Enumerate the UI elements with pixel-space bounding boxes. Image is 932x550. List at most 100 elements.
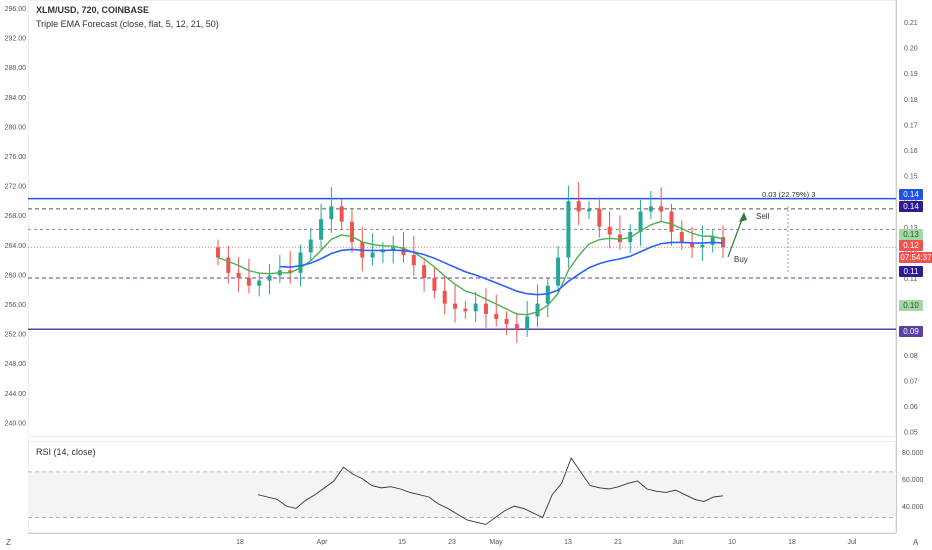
time-axis-tick: May: [489, 539, 503, 546]
candle-body: [483, 303, 488, 314]
sell-label: Sell: [756, 212, 770, 221]
rsi-axis-tick: 40.000: [902, 504, 924, 511]
price-badge-6: 0.11: [899, 266, 923, 277]
candle-body: [453, 303, 458, 309]
candle-body: [576, 201, 581, 212]
candle-body: [690, 242, 695, 248]
candle-body: [545, 285, 550, 304]
right-axis-tick: 0.13: [904, 225, 918, 232]
price-badge-8: 0.09: [899, 326, 923, 337]
candle-body: [710, 237, 715, 245]
time-axis-tick: 21: [614, 539, 622, 546]
time-axis-tick: Jul: [848, 539, 857, 546]
rsi-line: [257, 457, 724, 525]
candle-body: [648, 206, 653, 212]
candle-body: [246, 278, 251, 286]
time-axis-tick: 10: [728, 539, 736, 546]
price-badge-current: 0.12: [899, 240, 923, 251]
candle-body: [288, 270, 293, 273]
candle-body: [607, 226, 612, 235]
auto-scale-toggle[interactable]: A: [913, 538, 919, 547]
candle-body: [442, 290, 447, 304]
candle-body: [422, 265, 427, 278]
price-badge-2: 0.14: [899, 201, 923, 212]
left-axis-tick: 296.00: [5, 6, 27, 13]
candle-body: [566, 201, 571, 258]
candle-body: [226, 257, 231, 273]
right-axis-tick: 0.19: [904, 71, 918, 78]
left-axis-tick: 244.00: [5, 391, 27, 398]
candle-body: [267, 275, 272, 281]
candle-body: [494, 313, 499, 319]
price-chart-svg[interactable]: 0.03 (22.79%) 3 Sell Buy: [27, 0, 897, 438]
time-axis-tick: 18: [236, 539, 244, 546]
right-axis-tick: 0.07: [904, 378, 918, 385]
candle-body: [556, 257, 561, 286]
candle-body: [463, 308, 468, 312]
right-axis-tick: 0.15: [904, 174, 918, 181]
left-axis-tick: 268.00: [5, 213, 27, 220]
candle-body: [329, 206, 334, 220]
ema-green-line: [217, 220, 724, 316]
candle-body: [319, 219, 324, 240]
rsi-chart-svg[interactable]: [27, 440, 897, 534]
rsi-pane[interactable]: [27, 440, 897, 534]
right-axis-tick: 0.20: [904, 46, 918, 53]
rsi-axis-tick: 60.000: [902, 477, 924, 484]
main-chart-area[interactable]: 0.03 (22.79%) 3 Sell Buy: [27, 0, 897, 438]
candle-body: [411, 254, 416, 266]
candle-body: [679, 231, 684, 243]
right-axis-tick: 0.06: [904, 404, 918, 411]
candle-body: [432, 278, 437, 291]
price-badge-7: 0.10: [899, 300, 923, 311]
candle-body: [514, 324, 519, 330]
left-price-axis: 296.00 292.00 288.00 284.00 280.00 276.00 272.…: [5, 6, 27, 427]
time-axis-tick: 23: [448, 539, 456, 546]
price-badge-top: 0.14: [899, 189, 923, 200]
candle-body: [339, 206, 344, 222]
candle-body: [308, 239, 313, 253]
candle-body: [669, 211, 674, 232]
candle-body: [617, 234, 622, 243]
right-axis-tick: 0.11: [904, 276, 917, 283]
candle-body: [349, 221, 354, 243]
symbol-title: XLM/USD, 720, COINBASE: [36, 5, 150, 15]
candle-body: [535, 303, 540, 317]
measure-label: 0.03 (22.79%) 3: [762, 190, 815, 199]
left-axis-tick: 284.00: [5, 95, 27, 102]
forecast-arrow-head: [739, 212, 747, 222]
timezone-toggle[interactable]: Z: [6, 538, 11, 547]
left-axis-tick: 240.00: [5, 420, 27, 427]
rsi-axis-tick: 80.000: [902, 450, 924, 457]
right-axis-tick: 0.21: [904, 20, 918, 27]
rsi-title: RSI (14, close): [36, 447, 96, 457]
left-axis-tick: 256.00: [5, 302, 27, 309]
candle-body: [504, 318, 509, 325]
rsi-band: [28, 471, 896, 518]
candle-body: [638, 211, 643, 232]
right-axis-tick: 0.16: [904, 148, 918, 155]
left-axis-tick: 288.00: [5, 65, 27, 72]
time-axis-tick: Jun: [672, 539, 683, 546]
left-axis-tick: 252.00: [5, 332, 27, 339]
right-axis-tick: 0.17: [904, 122, 918, 129]
ema-blue-line: [279, 241, 724, 296]
indicator-title: Triple EMA Forecast (close, flat, 5, 12,…: [36, 19, 219, 29]
candle-body: [587, 208, 592, 212]
price-badge-3: 0.13: [899, 229, 923, 240]
right-axis-tick: 0.18: [904, 97, 918, 104]
left-axis-tick: 280.00: [5, 124, 27, 131]
candle-body: [525, 316, 530, 330]
time-axis[interactable]: 18 Apr 15 23 May 13 21 Jun 10 18 Jul: [28, 533, 896, 549]
buy-label: Buy: [734, 255, 748, 264]
left-axis-tick: 260.00: [5, 272, 27, 279]
right-axis-tick: 0.08: [904, 353, 918, 360]
left-axis-tick: 264.00: [5, 243, 27, 250]
left-axis-tick: 248.00: [5, 361, 27, 368]
candle-body: [659, 206, 664, 212]
time-axis-tick: 13: [564, 539, 572, 546]
time-axis-tick: 15: [398, 539, 406, 546]
candle-body: [700, 244, 705, 248]
time-axis-tick: Apr: [317, 539, 329, 546]
left-axis-tick: 276.00: [5, 154, 27, 161]
